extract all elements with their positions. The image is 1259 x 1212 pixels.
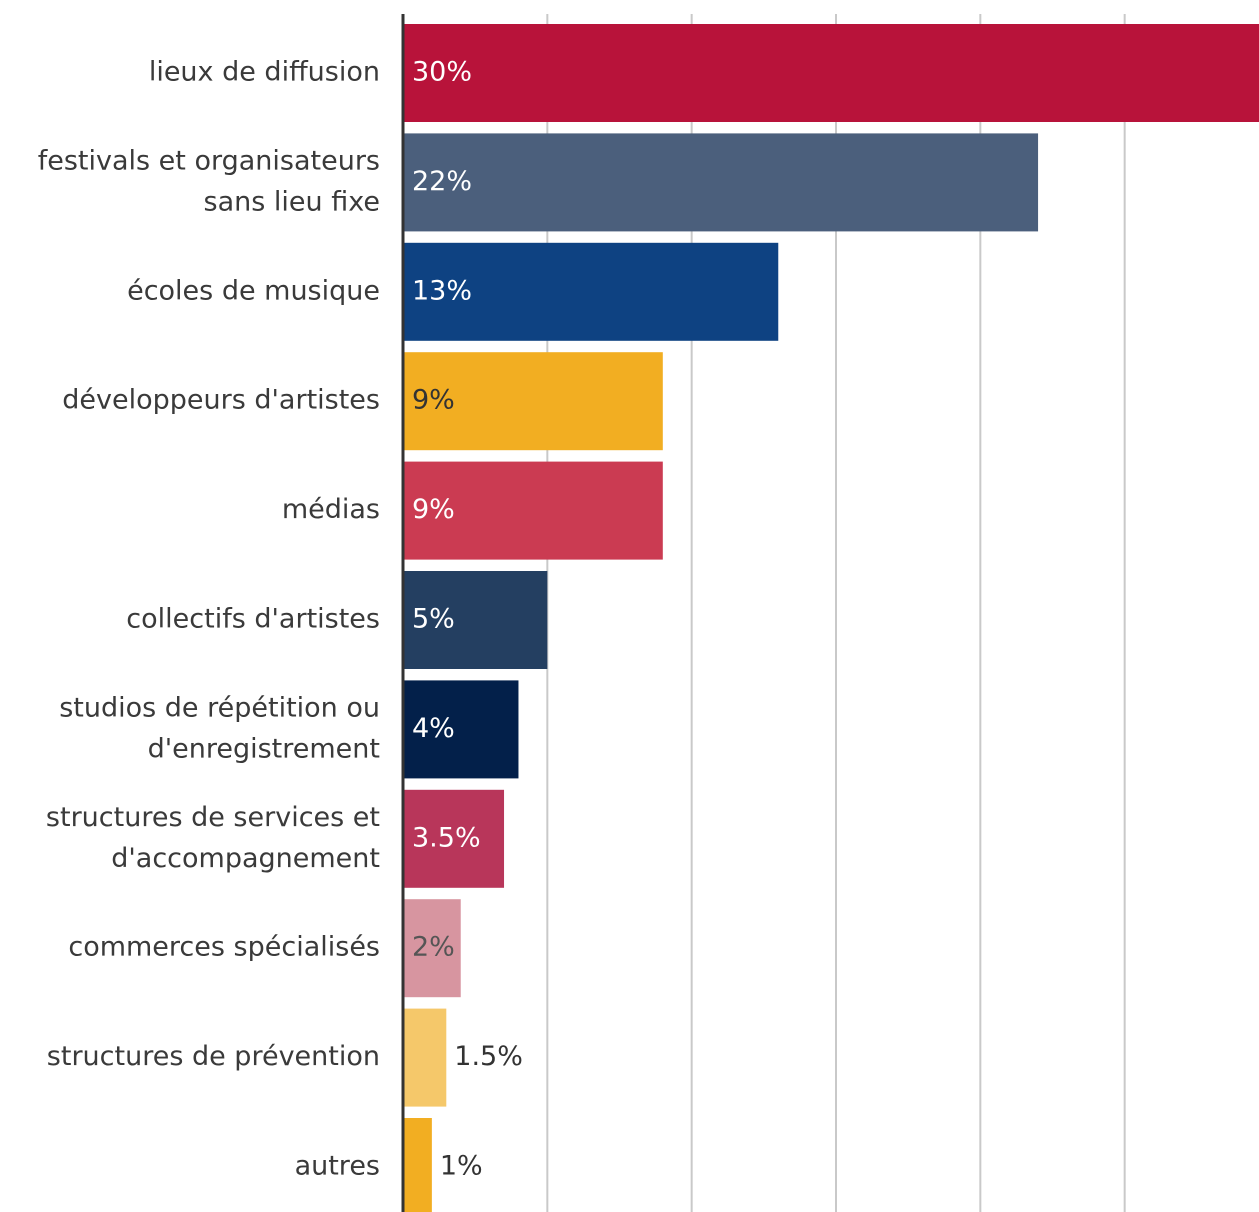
bar bbox=[403, 242, 779, 341]
value-labels: 30% 22% 13% 9% 9% 5% 4% 3.5% 2% 1.5% 1% bbox=[412, 57, 523, 1182]
category-label: structures de prévention bbox=[47, 1041, 380, 1072]
value-label: 3.5% bbox=[412, 822, 481, 853]
value-label: 1.5% bbox=[454, 1041, 523, 1072]
value-label: 22% bbox=[412, 166, 472, 197]
category-label: écoles de musique bbox=[127, 275, 380, 306]
bar bbox=[403, 24, 1259, 122]
value-label: 4% bbox=[412, 713, 455, 744]
category-label: développeurs d'artistes bbox=[62, 385, 380, 416]
value-label: 5% bbox=[412, 604, 455, 635]
category-label: lieux de diffusion bbox=[149, 57, 380, 88]
category-label: d'accompagnement bbox=[111, 843, 380, 874]
category-label: studios de répétition ou bbox=[59, 692, 380, 723]
category-label: sans lieu fixe bbox=[204, 186, 380, 217]
value-label: 2% bbox=[412, 932, 455, 963]
category-labels: lieux de diffusion festivals et organisat… bbox=[38, 57, 380, 1182]
bar bbox=[403, 680, 519, 779]
bar bbox=[403, 789, 505, 888]
category-label: commerces spécialisés bbox=[68, 932, 380, 963]
value-label: 9% bbox=[412, 494, 455, 525]
bars bbox=[403, 24, 1259, 1212]
bar bbox=[403, 899, 461, 998]
value-label: 30% bbox=[412, 57, 472, 88]
category-label: collectifs d'artistes bbox=[126, 604, 380, 635]
category-label: médias bbox=[282, 494, 380, 525]
bar bbox=[403, 352, 663, 451]
bar bbox=[403, 1118, 432, 1212]
category-label: festivals et organisateurs bbox=[38, 145, 380, 176]
value-label: 13% bbox=[412, 275, 472, 306]
category-label: d'enregistrement bbox=[148, 733, 380, 764]
value-label: 1% bbox=[440, 1151, 483, 1182]
category-label: structures de services et bbox=[46, 802, 380, 833]
bar bbox=[403, 461, 663, 560]
bar bbox=[403, 571, 548, 669]
bar bbox=[403, 1008, 447, 1107]
value-label: 9% bbox=[412, 385, 455, 416]
category-label: autres bbox=[295, 1151, 380, 1182]
bar bbox=[403, 133, 1039, 232]
